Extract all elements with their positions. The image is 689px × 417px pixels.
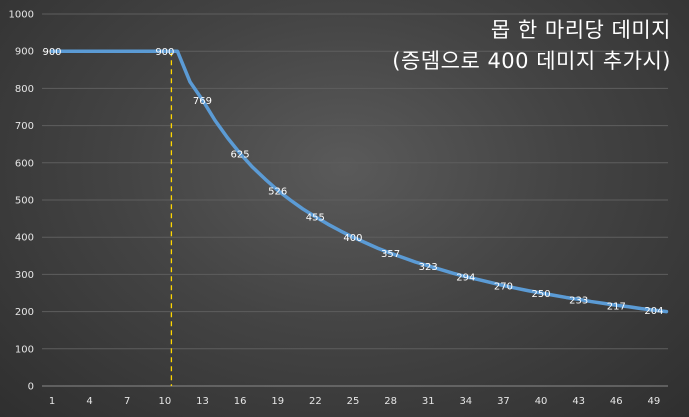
y-tick-label: 0 bbox=[28, 382, 34, 393]
x-tick-label: 19 bbox=[271, 396, 284, 407]
data-label: 204 bbox=[644, 306, 663, 317]
data-label: 769 bbox=[193, 96, 212, 107]
x-tick-label: 34 bbox=[459, 396, 472, 407]
y-tick-label: 600 bbox=[15, 158, 34, 169]
y-tick-label: 400 bbox=[15, 233, 34, 244]
x-tick-label: 7 bbox=[124, 396, 130, 407]
y-tick-label: 1000 bbox=[9, 10, 34, 21]
data-label: 217 bbox=[607, 301, 626, 312]
data-label: 250 bbox=[532, 289, 551, 300]
x-tick-label: 25 bbox=[347, 396, 360, 407]
x-tick-label: 49 bbox=[648, 396, 661, 407]
x-tick-label: 31 bbox=[422, 396, 435, 407]
x-tick-label: 40 bbox=[535, 396, 548, 407]
x-tick-label: 16 bbox=[234, 396, 247, 407]
x-tick-label: 4 bbox=[86, 396, 92, 407]
x-tick-label: 28 bbox=[384, 396, 397, 407]
y-tick-label: 200 bbox=[15, 307, 34, 318]
y-tick-label: 800 bbox=[15, 84, 34, 95]
x-tick-label: 37 bbox=[497, 396, 510, 407]
data-label: 294 bbox=[456, 273, 475, 284]
data-label: 526 bbox=[268, 186, 287, 197]
x-tick-label: 1 bbox=[49, 396, 55, 407]
data-label: 900 bbox=[42, 47, 61, 58]
series-line bbox=[50, 49, 669, 314]
x-tick-label: 22 bbox=[309, 396, 322, 407]
chart-subtitle: (증뎀으로 400 데미지 추가시) bbox=[392, 49, 671, 73]
y-tick-label: 100 bbox=[15, 344, 34, 355]
data-label: 270 bbox=[494, 282, 513, 293]
y-tick-label: 500 bbox=[15, 196, 34, 207]
data-label: 900 bbox=[155, 47, 174, 58]
x-tick-label: 43 bbox=[572, 396, 585, 407]
y-tick-label: 700 bbox=[15, 121, 34, 132]
data-label: 323 bbox=[419, 262, 438, 273]
y-tick-label: 300 bbox=[15, 270, 34, 281]
chart-title: 몹 한 마리당 데미지 bbox=[490, 18, 671, 42]
data-label: 625 bbox=[231, 150, 250, 161]
y-tick-label: 900 bbox=[15, 47, 34, 58]
x-tick-label: 13 bbox=[196, 396, 209, 407]
x-tick-label: 46 bbox=[610, 396, 623, 407]
data-label: 357 bbox=[381, 249, 400, 260]
x-tick-label: 10 bbox=[158, 396, 171, 407]
data-label: 455 bbox=[306, 213, 325, 224]
data-label: 233 bbox=[569, 295, 588, 306]
data-label: 400 bbox=[343, 233, 362, 244]
